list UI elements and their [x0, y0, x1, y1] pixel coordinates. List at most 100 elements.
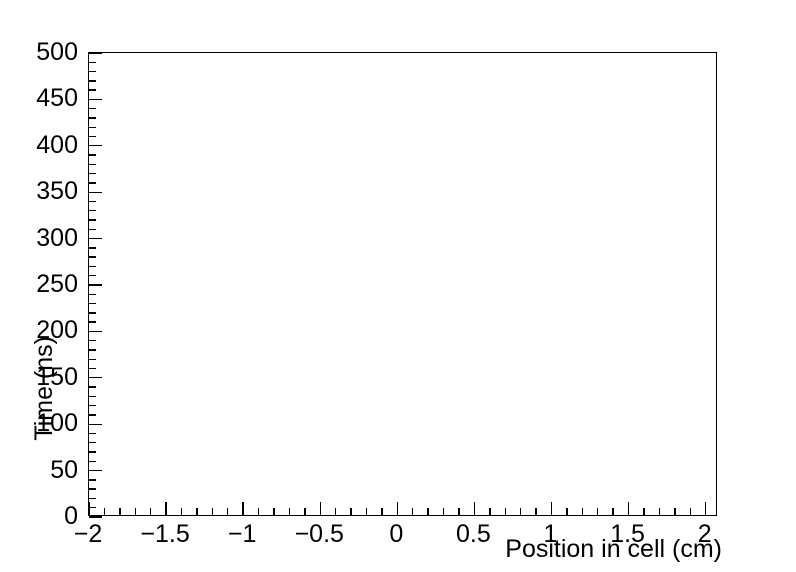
y-axis-minor-tick	[89, 210, 96, 212]
x-axis-minor-tick	[597, 508, 599, 515]
y-axis-minor-tick	[89, 154, 96, 156]
y-axis-minor-tick	[89, 432, 96, 435]
y-axis-tick-label: 250	[36, 270, 78, 298]
y-axis-minor-tick	[89, 265, 96, 268]
x-axis-minor-tick	[689, 508, 691, 515]
y-axis-minor-tick	[89, 312, 96, 314]
x-axis-minor-tick	[273, 508, 275, 515]
x-axis-tick-label: 2	[697, 520, 712, 548]
y-axis-minor-tick	[89, 107, 96, 110]
x-axis-minor-tick	[119, 508, 121, 515]
y-axis-minor-tick	[89, 507, 96, 509]
y-axis-minor-tick	[89, 321, 96, 323]
y-axis-major-tick	[89, 284, 102, 286]
y-axis-tick-label: 100	[36, 409, 78, 438]
y-axis-major-tick	[89, 330, 102, 333]
y-axis-minor-tick	[89, 219, 96, 221]
x-axis-minor-tick	[304, 508, 306, 515]
y-axis-minor-tick	[89, 395, 96, 398]
y-axis-tick-label: 50	[50, 455, 78, 484]
x-axis-minor-tick	[504, 508, 506, 515]
y-axis-tick-label: 150	[36, 362, 78, 391]
y-axis-minor-tick	[89, 163, 96, 166]
x-axis-minor-tick	[196, 508, 198, 515]
x-axis-minor-tick	[288, 508, 291, 515]
y-axis-major-tick	[89, 98, 102, 101]
x-axis-tick-label: 1	[543, 520, 558, 548]
y-axis-major-tick	[89, 191, 102, 193]
y-axis-minor-tick	[89, 367, 96, 370]
y-axis-major-tick	[89, 237, 102, 240]
x-axis-minor-tick	[442, 508, 445, 515]
y-axis-minor-tick	[89, 256, 96, 258]
x-axis-tick-label: 0	[389, 520, 404, 548]
x-axis-minor-tick	[149, 508, 152, 515]
x-axis-major-tick	[550, 502, 553, 515]
y-axis-minor-tick	[89, 479, 96, 481]
y-axis-minor-tick	[89, 135, 96, 138]
y-axis-minor-tick	[89, 442, 96, 444]
y-axis-minor-tick	[89, 386, 96, 388]
y-axis-major-tick	[89, 516, 102, 518]
y-axis-tick-label: 400	[36, 130, 78, 159]
x-axis-minor-tick	[412, 508, 414, 515]
x-axis-tick-label: −0.5	[294, 520, 344, 548]
y-axis-minor-tick	[89, 460, 96, 462]
x-axis-minor-tick	[257, 508, 260, 515]
x-axis-minor-tick	[381, 508, 383, 515]
y-axis-minor-tick	[89, 247, 96, 249]
x-axis-tick-label: 1.5	[610, 520, 645, 548]
x-axis-tick-label: −1.5	[140, 520, 190, 548]
y-axis-minor-tick	[89, 451, 96, 453]
y-axis-minor-tick	[89, 358, 96, 360]
y-axis-tick-label: 300	[36, 223, 78, 252]
plot-frame	[88, 52, 717, 518]
y-axis-minor-tick	[89, 200, 96, 203]
y-axis-tick-label: 500	[36, 38, 78, 66]
y-axis-minor-tick	[89, 349, 96, 351]
y-axis-minor-tick	[89, 414, 96, 416]
x-axis-minor-tick	[134, 508, 136, 515]
y-axis-minor-tick	[89, 293, 96, 295]
y-axis-major-tick	[89, 145, 102, 147]
x-axis-major-tick	[319, 502, 321, 515]
y-axis-major-tick	[89, 423, 102, 425]
x-axis-minor-tick	[658, 508, 661, 515]
y-axis-major-tick	[89, 377, 102, 379]
x-axis-title: Position in cell (cm)	[505, 535, 722, 563]
y-axis-minor-tick	[89, 172, 96, 175]
y-axis-major-tick	[89, 469, 102, 472]
x-axis-minor-tick	[519, 508, 522, 515]
y-axis-minor-tick	[89, 497, 96, 500]
y-axis-minor-tick	[89, 182, 96, 184]
x-axis-minor-tick	[103, 508, 106, 515]
x-axis-minor-tick	[350, 508, 352, 515]
x-axis-minor-tick	[674, 508, 676, 515]
y-axis-minor-tick	[89, 404, 96, 407]
x-axis-minor-tick	[227, 508, 229, 515]
y-axis-minor-tick	[89, 488, 96, 490]
x-axis-minor-tick	[489, 508, 491, 515]
x-axis-minor-tick	[612, 508, 614, 515]
y-axis-tick-label: 0	[64, 502, 78, 530]
x-axis-major-tick	[473, 502, 476, 515]
x-axis-minor-tick	[581, 508, 584, 515]
y-axis-minor-tick	[89, 70, 96, 73]
x-axis-major-tick	[627, 502, 630, 515]
x-axis-minor-tick	[535, 508, 537, 515]
x-axis-tick-label: 0.5	[456, 520, 491, 548]
y-axis-minor-tick	[89, 275, 96, 277]
x-axis-minor-tick	[365, 508, 368, 515]
y-axis-minor-tick	[89, 228, 96, 230]
x-axis-major-tick	[242, 502, 244, 515]
y-axis-tick-label: 350	[36, 177, 78, 206]
y-axis-major-tick	[89, 52, 102, 54]
x-axis-major-tick	[704, 502, 707, 515]
x-axis-major-tick	[396, 502, 399, 515]
x-axis-tick-label: −2	[73, 520, 103, 548]
x-axis-minor-tick	[566, 508, 568, 515]
x-axis-minor-tick	[334, 508, 337, 515]
y-axis-minor-tick	[89, 126, 96, 128]
y-axis-minor-tick	[89, 339, 96, 342]
